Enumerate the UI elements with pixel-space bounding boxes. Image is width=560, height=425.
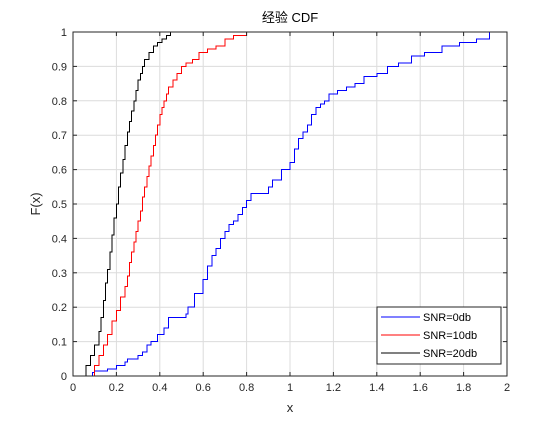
y-tick-label: 0.2 [52, 302, 67, 314]
x-tick-label: 1.4 [369, 382, 384, 394]
x-tick-label: 1.8 [456, 382, 471, 394]
legend-label-snr20: SNR=20db [423, 348, 477, 360]
legend-label-snr10: SNR=10db [423, 330, 477, 342]
y-tick-label: 0.7 [52, 130, 67, 142]
series-line-snr-0db [90, 31, 507, 377]
x-tick-label: 0.8 [239, 382, 254, 394]
legend: SNR=0db SNR=10db SNR=20db [376, 306, 502, 365]
x-tick-label: 0.4 [152, 382, 167, 394]
x-tick-label: 1 [287, 382, 293, 394]
y-axis-label: F(x) [28, 192, 43, 215]
x-tick-label: 0.2 [109, 382, 124, 394]
series-group [81, 31, 507, 377]
x-tick-label: 1.2 [326, 382, 341, 394]
series-line-snr-10db [90, 32, 248, 377]
y-tick-label: 0.5 [52, 199, 67, 211]
y-tick-label: 0.1 [52, 337, 67, 349]
x-tick-label: 2 [504, 382, 510, 394]
y-tick-label: 0.8 [52, 96, 67, 108]
series-line-snr-20db [81, 32, 172, 377]
ticks: 0 0.2 0.4 0.6 0.8 1 1.2 1.4 1.6 1.8 2 0 0.1 0.2 0.3 0.4… [52, 27, 510, 394]
y-tick-label: 0.9 [52, 61, 67, 73]
y-tick-label: 0.4 [52, 233, 67, 245]
y-tick-label: 1 [61, 27, 67, 39]
x-tick-label: 0 [70, 382, 76, 394]
chart-title: 经验 CDF [262, 10, 318, 25]
y-tick-label: 0.3 [52, 268, 67, 280]
x-tick-label: 1.6 [413, 382, 428, 394]
legend-label-snr0: SNR=0db [423, 312, 471, 324]
x-tick-label: 0.6 [196, 382, 211, 394]
y-tick-label: 0 [61, 371, 67, 383]
x-axis-label: x [287, 400, 294, 415]
y-tick-label: 0.6 [52, 165, 67, 177]
